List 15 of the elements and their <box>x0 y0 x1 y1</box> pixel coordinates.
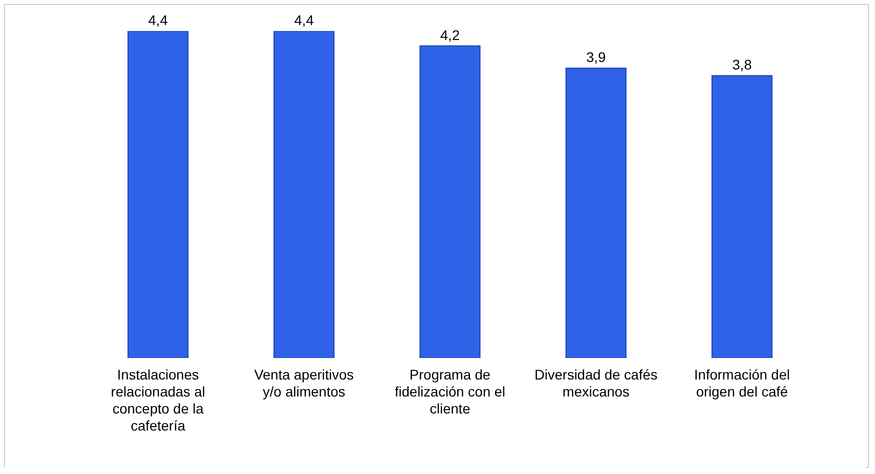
bar <box>712 75 772 358</box>
bar <box>420 45 480 358</box>
x-tick-label: Venta aperitivos y/o alimentos <box>254 366 354 400</box>
x-tick-label: Diversidad de cafés mexicanos <box>534 366 658 400</box>
data-label: 4,2 <box>440 26 460 43</box>
x-tick-label: Programa de fidelización con el cliente <box>394 366 506 416</box>
data-label: 4,4 <box>148 12 168 28</box>
x-tick-label: Información del origen del café <box>694 366 790 400</box>
bar <box>566 68 626 358</box>
x-tick-label: Instalaciones relacionadas al concepto de la cafetería <box>110 366 206 434</box>
bar <box>274 31 334 358</box>
data-label: 3,9 <box>586 49 606 66</box>
data-label: 4,4 <box>294 12 314 28</box>
data-label: 3,8 <box>732 56 752 73</box>
bar <box>128 31 188 358</box>
